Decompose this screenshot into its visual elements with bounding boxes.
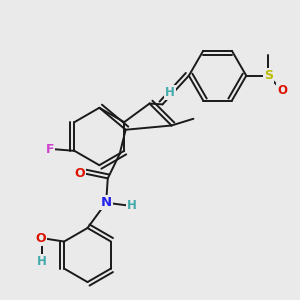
Text: H: H bbox=[127, 199, 137, 212]
Text: O: O bbox=[278, 84, 287, 98]
Text: F: F bbox=[46, 143, 54, 156]
Text: H: H bbox=[37, 255, 47, 268]
Text: S: S bbox=[264, 69, 273, 82]
Text: N: N bbox=[100, 196, 112, 209]
Text: O: O bbox=[75, 167, 86, 180]
Text: H: H bbox=[165, 86, 175, 99]
Text: O: O bbox=[35, 232, 46, 245]
